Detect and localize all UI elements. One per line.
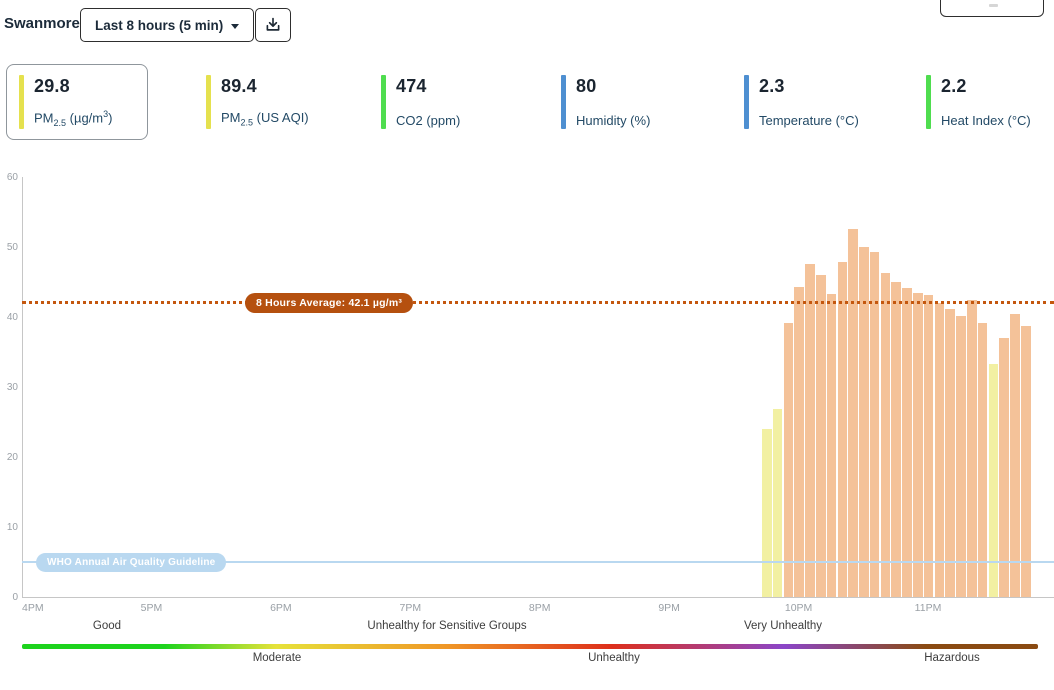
x-axis-tick-label: 9PM — [658, 602, 680, 614]
pm25-bar[interactable] — [837, 262, 848, 597]
pm25-bar[interactable] — [805, 263, 815, 597]
pm25-bar[interactable] — [783, 323, 794, 597]
pm25-bar[interactable] — [826, 293, 837, 597]
metric-accent-bar — [381, 75, 386, 129]
y-axis-tick-label: 50 — [6, 242, 18, 253]
metric-accent-bar — [19, 75, 24, 129]
y-axis-tick-label: 40 — [6, 312, 18, 323]
pm25-bar[interactable] — [934, 303, 945, 597]
aqi-scale-label: Good — [92, 620, 122, 632]
aqi-scale-label: Unhealthy for Sensitive Groups — [367, 620, 527, 632]
pm25-bar-chart: 0 10 20 30 40 50 60 4PM 5PM 6PM 7PM 8PM 9PM 10PM 11PM… — [0, 165, 1054, 625]
station-name: Swanmore — [4, 15, 80, 32]
y-axis-line — [22, 177, 23, 598]
aqi-scale-label: Moderate — [252, 652, 302, 664]
aqi-color-scale: Good Unhealthy for Sensitive Groups Very U… — [0, 618, 1054, 678]
metric-card[interactable]: 80 Humidity (%) — [549, 64, 662, 140]
metric-card[interactable]: 29.8 PM2.5 (µg/m3) — [6, 64, 148, 140]
average-line — [22, 301, 1054, 305]
pm25-bar[interactable] — [902, 287, 912, 597]
x-axis-tick-label: 6PM — [270, 602, 292, 614]
metric-card[interactable]: 2.2 Heat Index (°C) — [914, 64, 1043, 140]
metric-card[interactable]: 474 CO2 (ppm) — [369, 64, 472, 140]
metric-label: Temperature (°C) — [759, 113, 859, 128]
metric-value: 474 — [396, 76, 427, 96]
metric-label: PM2.5 (µg/m3) — [34, 109, 113, 128]
x-axis-tick-label: 7PM — [399, 602, 422, 614]
y-axis-tick-label: 0 — [12, 592, 18, 603]
aqi-gradient-bar — [22, 644, 1038, 649]
pm25-bar[interactable] — [923, 294, 934, 597]
pm25-bar[interactable] — [772, 408, 783, 597]
clipped-button-glyph — [989, 4, 998, 7]
pm25-bar[interactable] — [869, 251, 880, 597]
pm25-bar[interactable] — [977, 322, 988, 597]
metric-value: 2.3 — [759, 76, 785, 96]
download-button[interactable] — [255, 8, 291, 42]
x-axis-tick-label: 4PM — [22, 602, 44, 614]
aqi-scale-label: Very Unhealthy — [744, 620, 822, 632]
metric-value: 29.8 — [34, 76, 70, 96]
pm25-bar[interactable] — [815, 275, 826, 597]
metric-card[interactable]: 2.3 Temperature (°C) — [732, 64, 871, 140]
pm25-bar[interactable] — [967, 300, 977, 597]
metric-accent-bar — [206, 75, 211, 129]
pm25-bar[interactable] — [1020, 326, 1031, 597]
pm25-bar[interactable] — [794, 286, 804, 597]
metric-label: CO2 (ppm) — [396, 113, 461, 128]
pm25-bar[interactable] — [880, 272, 891, 597]
metric-card[interactable]: 89.4 PM2.5 (US AQI) — [194, 64, 321, 140]
who-guideline-label: WHO Annual Air Quality Guideline — [36, 553, 227, 572]
aqi-scale-label: Unhealthy — [588, 652, 640, 664]
metric-value: 89.4 — [221, 76, 257, 96]
y-axis-tick-label: 60 — [6, 172, 18, 183]
metric-value: 2.2 — [941, 76, 967, 96]
metric-label: Humidity (%) — [576, 113, 651, 128]
y-axis-tick-label: 10 — [6, 522, 18, 533]
download-icon — [264, 16, 282, 34]
metric-value: 80 — [576, 76, 597, 96]
aqi-scale-label: Hazardous — [924, 652, 980, 664]
x-axis-tick-label: 10PM — [784, 602, 813, 614]
pm25-bar[interactable] — [859, 247, 869, 597]
average-label: 8 Hours Average: 42.1 µg/m³ — [245, 293, 414, 314]
metric-accent-bar — [926, 75, 931, 129]
x-axis-tick-label: 11PM — [914, 602, 942, 614]
y-axis-tick-label: 20 — [6, 452, 18, 463]
metric-accent-bar — [561, 75, 566, 129]
pm25-bar[interactable] — [913, 292, 923, 597]
x-axis-line — [22, 597, 1054, 598]
clipped-top-right-button[interactable] — [940, 0, 1044, 17]
pm25-bar[interactable] — [999, 338, 1009, 597]
pm25-bar[interactable] — [762, 429, 772, 597]
pm25-bar[interactable] — [945, 309, 956, 597]
y-axis-tick-label: 30 — [6, 382, 18, 393]
pm25-bar[interactable] — [891, 282, 902, 597]
who-guideline-line — [22, 561, 1054, 563]
pm25-bar[interactable] — [956, 316, 966, 597]
metric-label: Heat Index (°C) — [941, 113, 1031, 128]
pm25-bar[interactable] — [1010, 313, 1020, 597]
metric-accent-bar — [744, 75, 749, 129]
time-range-label: Last 8 hours (5 min) — [95, 17, 224, 33]
chevron-down-icon — [231, 23, 240, 29]
pm25-bar[interactable] — [988, 363, 999, 597]
x-axis-tick-label: 8PM — [528, 602, 551, 614]
metric-label: PM2.5 (US AQI) — [221, 110, 309, 128]
pm25-bar[interactable] — [848, 228, 858, 597]
time-range-dropdown[interactable]: Last 8 hours (5 min) — [80, 8, 255, 42]
x-axis-tick-label: 5PM — [140, 602, 163, 614]
